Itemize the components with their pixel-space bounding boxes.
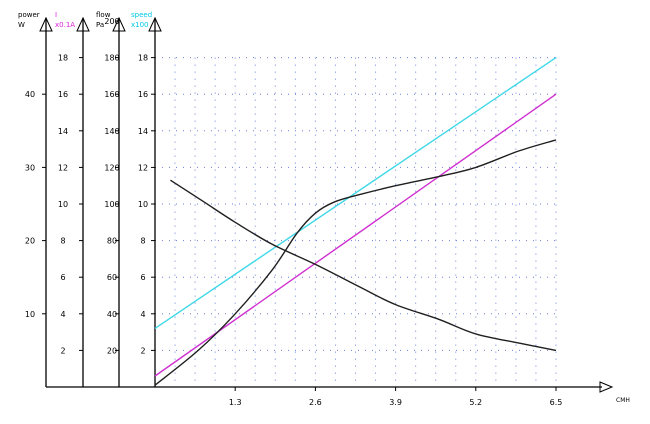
pressure-axis-title: Pa: [96, 21, 104, 29]
speed-tick-label: 6: [140, 273, 145, 282]
x-tick-label: 2.6: [309, 398, 322, 407]
pressure-tick-label: 120: [104, 163, 119, 172]
power-tick-label: 20: [25, 237, 35, 246]
power-axis-title: power: [18, 11, 40, 19]
power-tick-label: 10: [25, 310, 35, 319]
speed-tick-label: 10: [138, 200, 148, 209]
speed-tick-label: 4: [140, 310, 145, 319]
x-tick-label: 6.5: [550, 398, 563, 407]
grid: [155, 57, 557, 387]
speed-tick-label: 14: [138, 127, 148, 136]
pressure-tick-label: 160: [104, 90, 119, 99]
x-tick-label: 1.3: [229, 398, 242, 407]
power-axis-arrow: [39, 16, 53, 32]
x-tick-label: 5.2: [469, 398, 482, 407]
series-line-speed-3: [154, 139, 557, 386]
current-tick-label: 4: [60, 310, 65, 319]
current-tick-label: 12: [58, 163, 68, 172]
pressure-tick-label: 60: [107, 273, 117, 282]
axes: 1.3 2.6 3.9 5.2 6.5 CMH power W 10 20 30 40 Ix0.1A 2 4…: [18, 11, 630, 407]
current-tick-label: 18: [58, 54, 68, 63]
current-tick-label: 10: [58, 200, 68, 209]
pressure-tick-label: 100: [104, 200, 119, 209]
speed-tick-label: 12: [138, 163, 148, 172]
speed-tick-label: 8: [140, 237, 145, 246]
current-tick-label: 2: [60, 346, 65, 355]
pressure-tick-label: 180: [104, 54, 119, 63]
pressure-axis-title: flow: [96, 11, 111, 19]
current-tick-label: 8: [60, 237, 65, 246]
series-line-speed-0: [154, 57, 557, 329]
current-tick-label: 6: [60, 273, 65, 282]
pressure-tick-label: 80: [107, 237, 117, 246]
series-line-pressure-2: [170, 179, 557, 352]
speed-axis-title: speed: [131, 11, 152, 19]
power-tick-label: 40: [25, 90, 35, 99]
power-tick-label: 30: [25, 163, 35, 172]
current-tick-label: 16: [58, 90, 68, 99]
current-tick-label: 14: [58, 127, 68, 136]
pressure-tick-label: 200: [104, 17, 119, 26]
speed-tick-label: 18: [138, 54, 148, 63]
pressure-axis-arrow: [112, 16, 126, 32]
pressure-tick-label: 140: [104, 127, 119, 136]
x-axis-title: CMH: [616, 397, 630, 404]
speed-axis-title: x100: [131, 21, 149, 29]
series-line-current-1: [154, 93, 557, 377]
x-tick-label: 3.9: [389, 398, 402, 407]
series-lines: [154, 57, 557, 386]
speed-tick-label: 16: [138, 90, 148, 99]
speed-tick-label: 2: [140, 346, 145, 355]
current-axis-title: x0.1A: [55, 21, 75, 29]
pressure-tick-label: 40: [107, 310, 117, 319]
current-axis-title: I: [55, 11, 57, 19]
speed-axis-arrow: [148, 16, 162, 32]
power-axis-title: W: [18, 21, 25, 29]
x-axis-arrow: [599, 381, 614, 393]
current-axis-arrow: [76, 16, 90, 32]
pressure-tick-label: 20: [107, 346, 117, 355]
